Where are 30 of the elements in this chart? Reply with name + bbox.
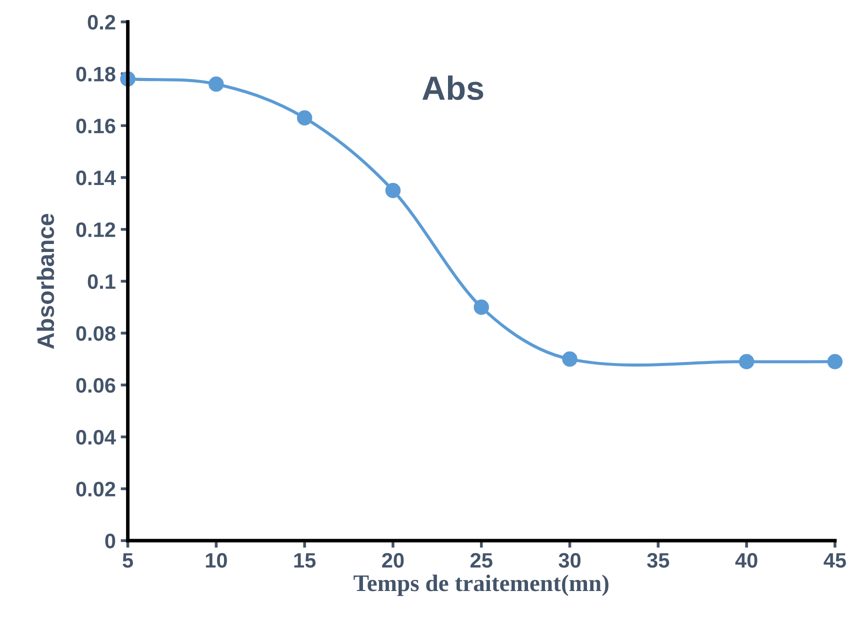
point — [738, 354, 754, 370]
y-axis-title: Absorbance — [36, 214, 54, 349]
x-tick-label: 5 — [122, 553, 134, 568]
x-tick-label: 10 — [206, 552, 227, 568]
point — [474, 300, 490, 315]
point — [296, 110, 312, 126]
y-tick-label: 0.12 — [76, 222, 116, 238]
y-tick-label: 0.06 — [76, 378, 116, 393]
y-tick-label: 0 — [105, 534, 116, 548]
y-tick-label: 0.14 — [76, 170, 116, 186]
x-tick-label: 40 — [735, 552, 758, 568]
y-tick-label: 0.1 — [88, 274, 116, 290]
text: Abs — [422, 76, 484, 100]
y-tick-label: 0.16 — [76, 118, 116, 134]
point — [385, 182, 401, 198]
point — [208, 76, 224, 92]
x-tick-label: 35 — [647, 552, 670, 568]
y-tick-label: 0.18 — [76, 66, 116, 82]
y-tick-label: 0.2 — [88, 14, 116, 30]
y-tick-label: 0.08 — [76, 326, 116, 341]
x-tick-label: 30 — [558, 552, 581, 568]
y-tick-label: 0.04 — [76, 430, 116, 445]
x-axis-title: Temps de traitement(mn) — [354, 574, 608, 596]
point — [562, 351, 578, 367]
x-tick-label: 20 — [382, 552, 404, 568]
x-tick-label: 45 — [824, 553, 846, 568]
x-tick-label: 15 — [294, 553, 316, 568]
x-tick-label: 25 — [470, 552, 492, 568]
y-tick-label: 0.02 — [76, 482, 116, 497]
point — [827, 354, 843, 370]
